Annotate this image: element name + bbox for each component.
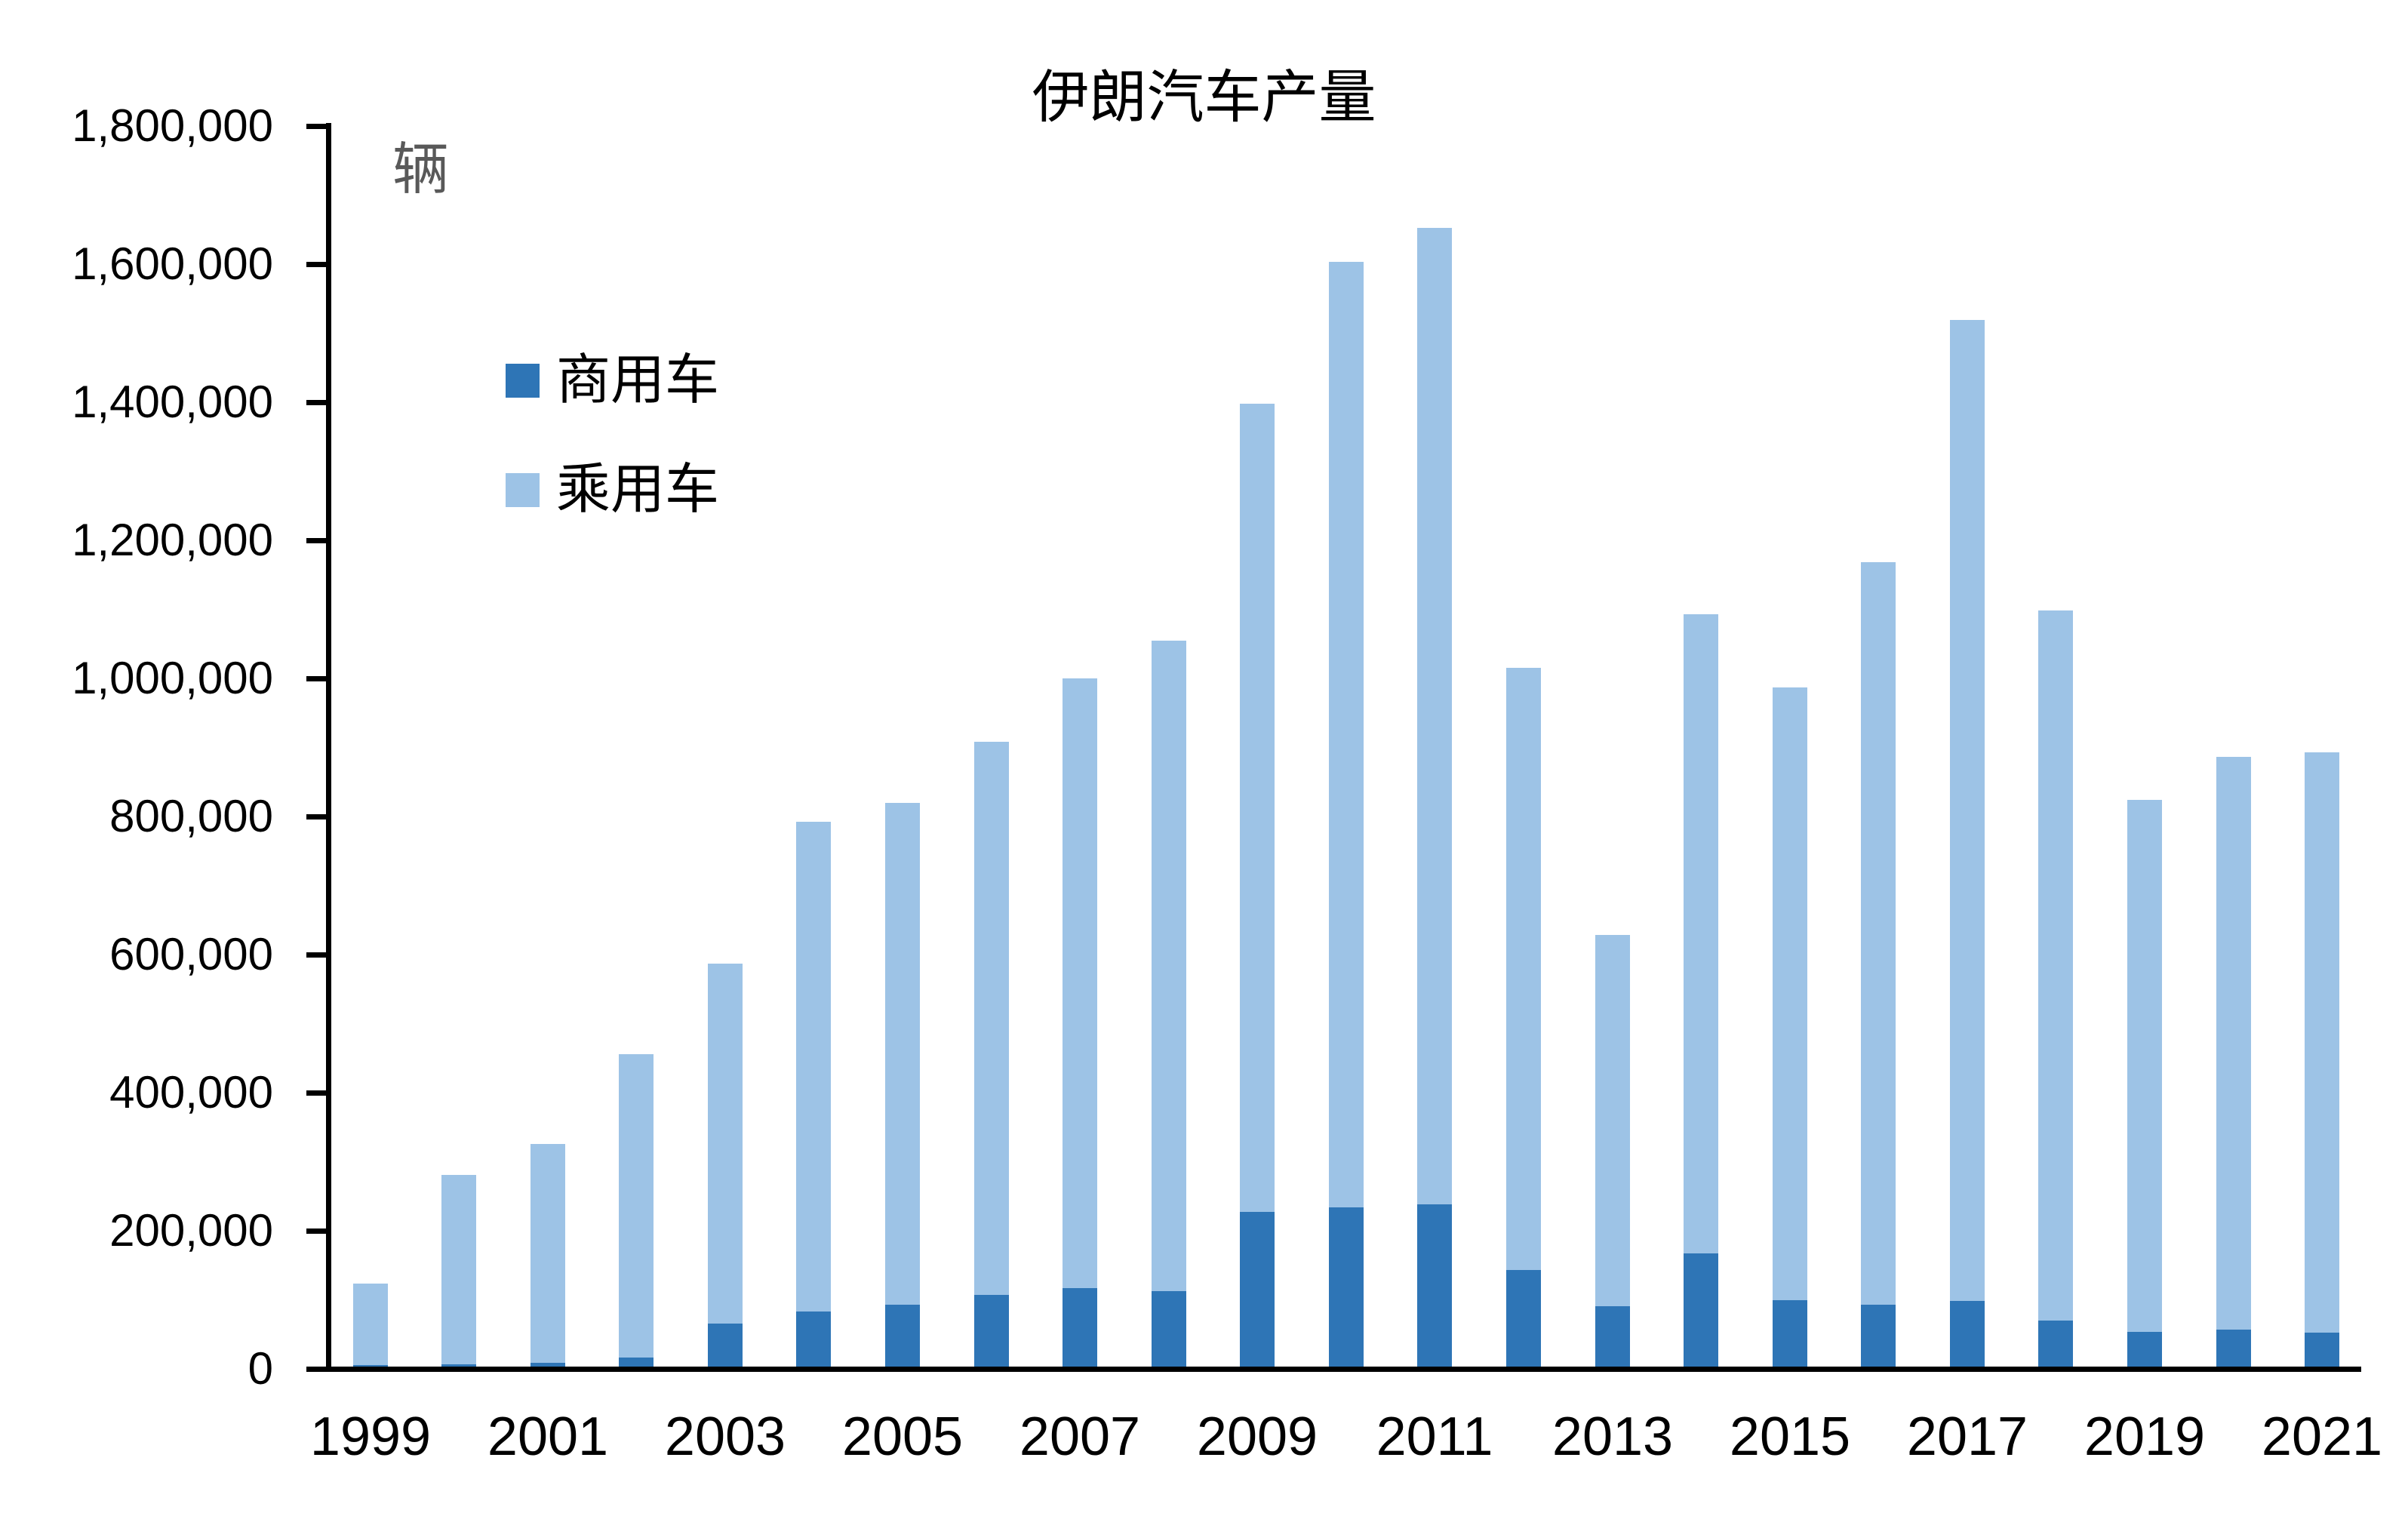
legend-label-commercial-vehicles: 商用车 — [556, 350, 720, 411]
bar-segment-2018-passenger — [2038, 610, 2073, 1321]
bar-segment-2004-commercial — [796, 1312, 831, 1367]
bar-segment-2020-commercial — [2216, 1330, 2251, 1367]
x-tick-label-2021: 2021 — [2261, 1407, 2383, 1467]
bar-segment-2014-commercial — [1684, 1253, 1718, 1367]
y-axis-tick — [306, 538, 331, 543]
x-tick-label-2009: 2009 — [1196, 1407, 1318, 1467]
bar-segment-2007-passenger — [1063, 678, 1097, 1288]
bar-segment-2021-passenger — [2305, 752, 2339, 1333]
bar-segment-2002-passenger — [619, 1054, 654, 1358]
legend-swatch-commercial-vehicles — [506, 363, 540, 398]
bar-segment-2008-commercial — [1152, 1291, 1186, 1367]
bar-segment-2007-commercial — [1063, 1288, 1097, 1367]
bar-segment-2019-commercial — [2127, 1332, 2162, 1367]
bar-segment-2001-passenger — [530, 1144, 565, 1363]
legend-item-passenger-vehicles: 乘用车 — [506, 463, 719, 517]
bar-segment-2016-commercial — [1861, 1305, 1896, 1367]
bar-segment-2003-passenger — [708, 964, 743, 1324]
bar-segment-2020-passenger — [2216, 757, 2251, 1330]
y-axis-unit-label: 辆 — [392, 139, 450, 201]
bar-segment-2014-passenger — [1684, 614, 1718, 1253]
x-tick-label-2005: 2005 — [841, 1407, 964, 1467]
bar-segment-2011-passenger — [1417, 228, 1452, 1204]
x-tick-label-2019: 2019 — [2084, 1407, 2206, 1467]
x-tick-label-2001: 2001 — [487, 1407, 609, 1467]
y-axis-tick — [306, 952, 331, 958]
bar-segment-2013-passenger — [1595, 935, 1630, 1306]
bar-segment-1999-passenger — [353, 1284, 388, 1365]
y-tick-label: 1,200,000 — [72, 515, 273, 565]
y-tick-label: 1,400,000 — [72, 377, 273, 427]
legend-item-commercial-vehicles: 商用车 — [506, 353, 719, 407]
chart-title: 伊朗汽车产量 — [1032, 66, 1376, 130]
bar-segment-2006-passenger — [974, 742, 1009, 1295]
y-axis-line — [326, 123, 331, 1372]
bar-segment-2009-commercial — [1240, 1212, 1275, 1367]
legend-label-passenger-vehicles: 乘用车 — [556, 460, 720, 520]
bar-segment-2015-commercial — [1773, 1300, 1807, 1367]
bar-segment-2016-passenger — [1861, 562, 1896, 1305]
bar-segment-2019-passenger — [2127, 800, 2162, 1332]
y-tick-label: 800,000 — [109, 791, 273, 841]
bar-segment-2005-commercial — [885, 1305, 920, 1367]
y-tick-label: 1,000,000 — [72, 653, 273, 703]
bar-segment-2003-commercial — [708, 1324, 743, 1367]
bar-segment-2001-commercial — [530, 1363, 565, 1367]
y-tick-label: 0 — [248, 1343, 273, 1394]
y-tick-label: 1,600,000 — [72, 238, 273, 289]
y-tick-label: 1,800,000 — [72, 100, 273, 151]
x-axis-line — [326, 1367, 2361, 1372]
x-tick-label-2017: 2017 — [1906, 1407, 2028, 1467]
bar-segment-2006-commercial — [974, 1295, 1009, 1367]
bar-segment-2011-commercial — [1417, 1204, 1452, 1367]
bar-segment-2018-commercial — [2038, 1321, 2073, 1367]
y-tick-label: 400,000 — [109, 1067, 273, 1118]
bar-segment-2000-passenger — [441, 1175, 476, 1364]
bar-segment-2000-commercial — [441, 1364, 476, 1367]
bar-segment-1999-commercial — [353, 1365, 388, 1367]
bar-segment-2009-passenger — [1240, 404, 1275, 1212]
x-tick-label-2007: 2007 — [1019, 1407, 1141, 1467]
bar-segment-2012-commercial — [1506, 1270, 1541, 1367]
y-axis-tick — [306, 262, 331, 267]
y-axis-tick — [306, 1228, 331, 1234]
bar-segment-2021-commercial — [2305, 1333, 2339, 1367]
y-axis-tick — [306, 1090, 331, 1096]
x-tick-label-2013: 2013 — [1552, 1407, 1674, 1467]
bar-segment-2004-passenger — [796, 822, 831, 1312]
bar-segment-2005-passenger — [885, 803, 920, 1305]
bar-segment-2010-passenger — [1329, 262, 1364, 1207]
y-tick-label: 600,000 — [109, 929, 273, 979]
bar-segment-2008-passenger — [1152, 641, 1186, 1291]
bar-segment-2013-commercial — [1595, 1306, 1630, 1367]
bar-segment-2012-passenger — [1506, 668, 1541, 1270]
y-axis-tick — [306, 124, 331, 129]
bar-segment-2010-commercial — [1329, 1207, 1364, 1367]
y-axis-tick — [306, 1367, 331, 1372]
y-tick-label: 200,000 — [109, 1205, 273, 1256]
y-axis-tick — [306, 676, 331, 681]
x-tick-label-2015: 2015 — [1729, 1407, 1851, 1467]
legend-swatch-passenger-vehicles — [506, 472, 540, 507]
y-axis-tick — [306, 400, 331, 405]
bar-segment-2017-commercial — [1950, 1301, 1985, 1367]
bar-segment-2015-passenger — [1773, 687, 1807, 1300]
y-axis-tick — [306, 814, 331, 820]
bar-segment-2002-commercial — [619, 1358, 654, 1367]
bar-segment-2017-passenger — [1950, 320, 1985, 1301]
x-tick-label-1999: 1999 — [309, 1407, 432, 1467]
x-tick-label-2011: 2011 — [1376, 1407, 1493, 1467]
x-tick-label-2003: 2003 — [664, 1407, 786, 1467]
